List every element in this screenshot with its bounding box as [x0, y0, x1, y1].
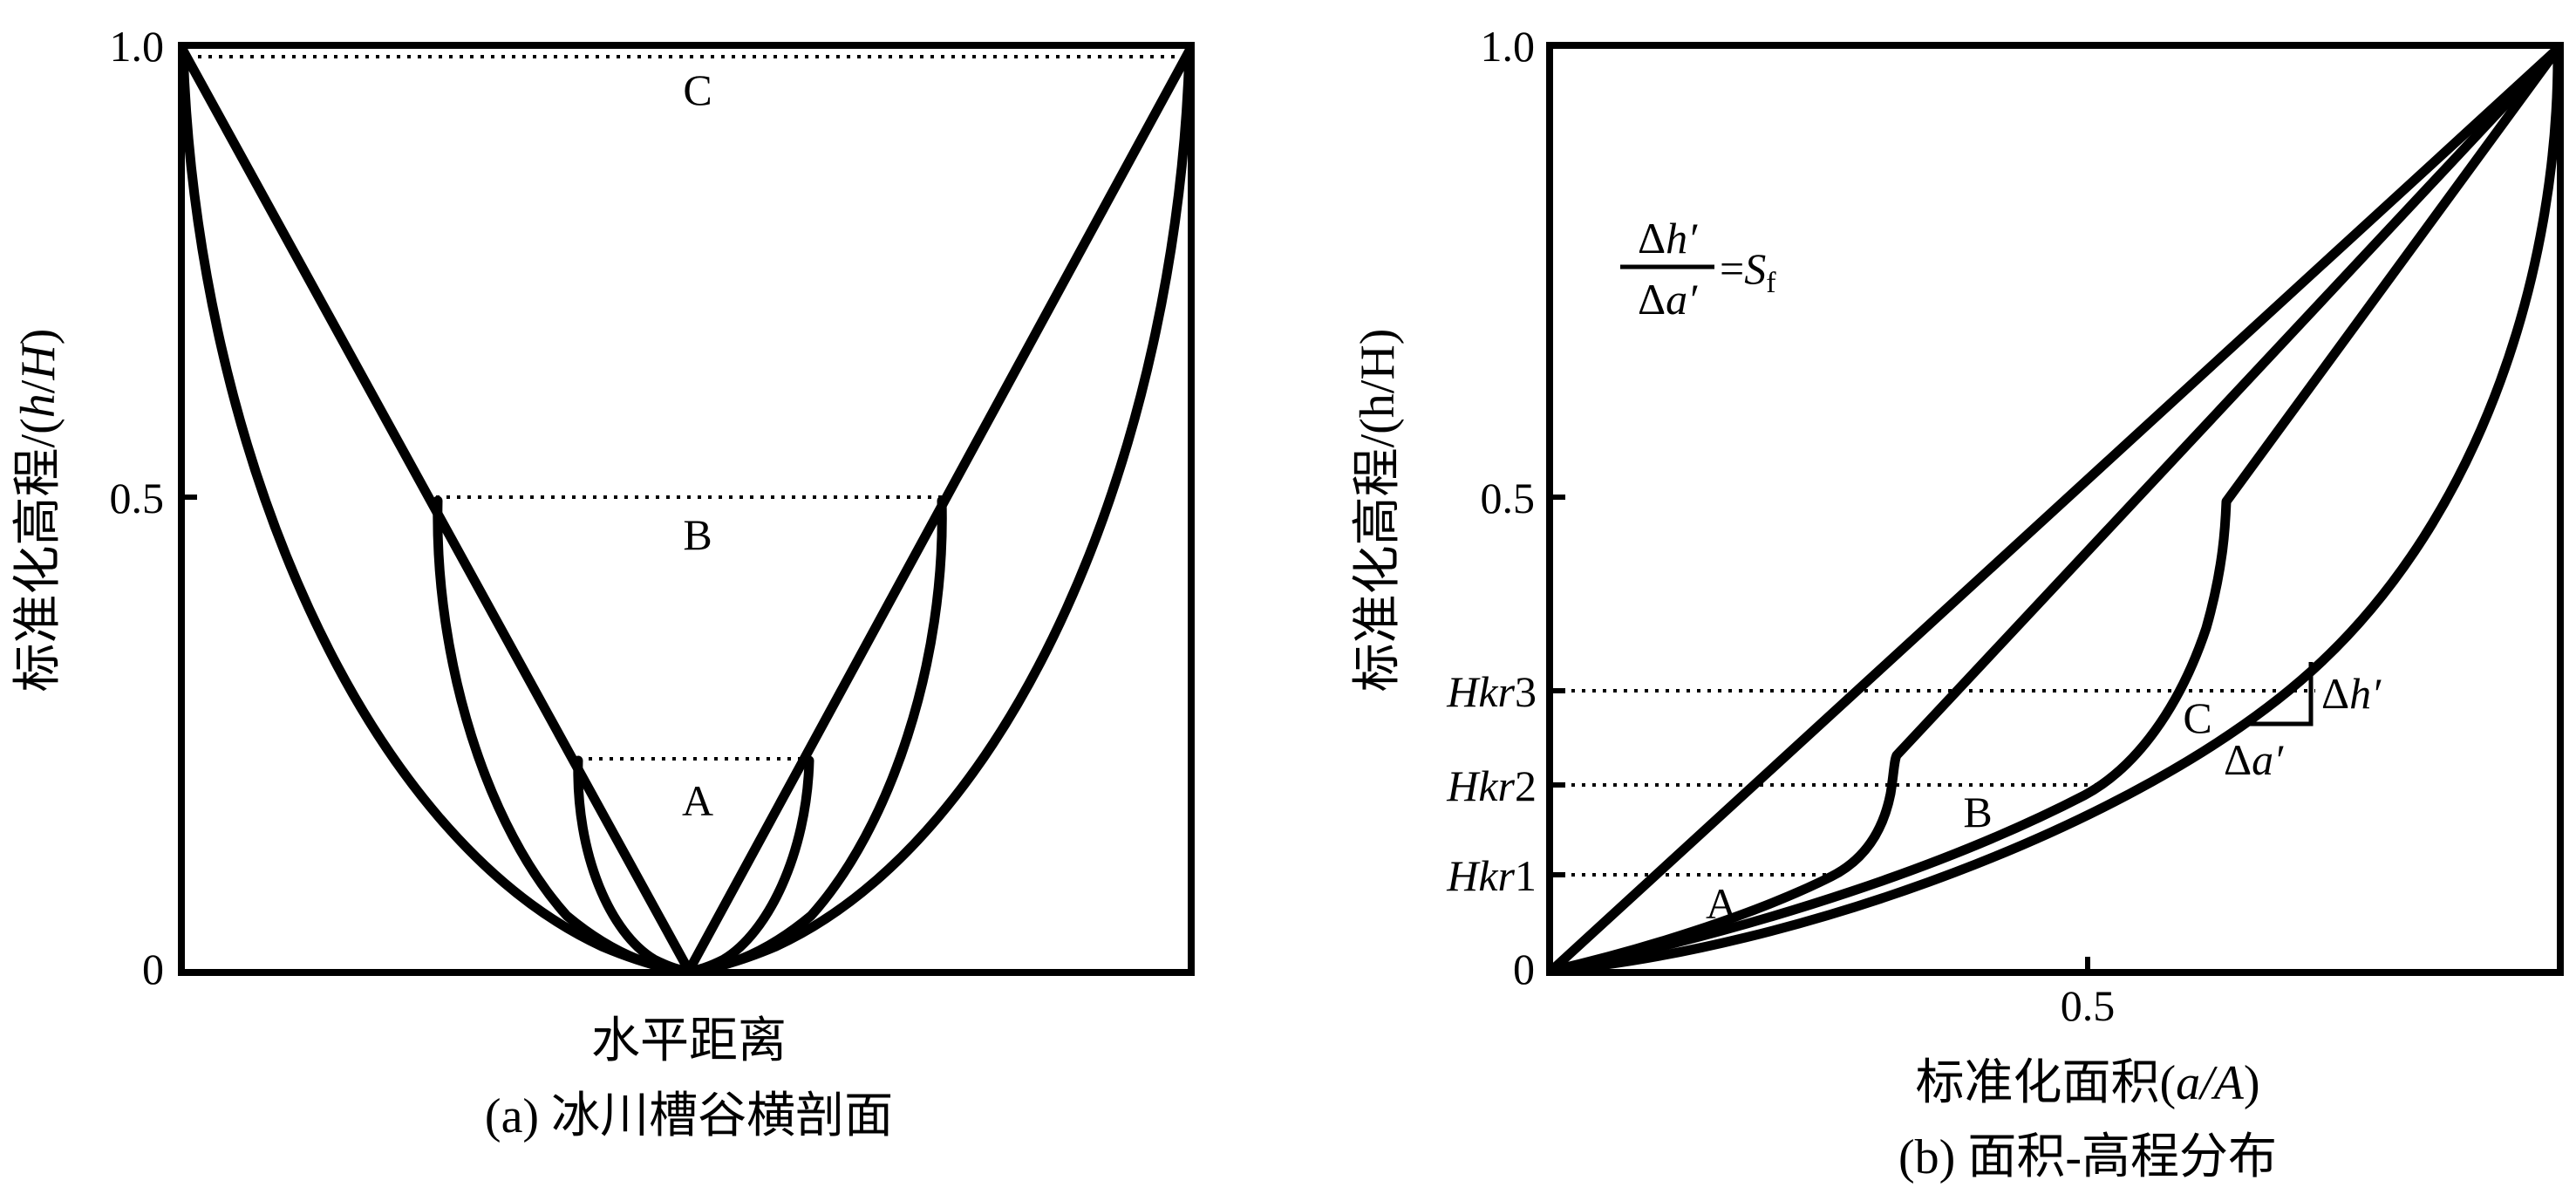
panel-b-label-a: A: [1706, 879, 1737, 928]
panel-b-xlabel: 标准化面积(a/A): [1915, 1056, 2259, 1110]
panel-b-ytick-0-5: 0.5: [1481, 474, 1536, 522]
panel-a-ytick-1: 1.0: [110, 22, 165, 71]
panel-a-frame: [178, 42, 1195, 976]
formula-denominator: Δa′: [1638, 275, 1698, 324]
panel-b-ylabel: 标准化高程/(h/H): [1351, 329, 1405, 693]
panel-b-caption: (b) 面积-高程分布: [1898, 1130, 2277, 1184]
panel-a-ytick-0: 0: [142, 945, 164, 993]
panel-b-curve-b: [1546, 44, 2563, 976]
panel-b-hkr2-label: Hkr2: [1446, 761, 1537, 810]
panel-a: 1.0 0.5 0 C B A 标准化高程/(h/H) 水平距离 (a) 冰川槽…: [11, 22, 1195, 1143]
panel-a-ytick-0-5: 0.5: [110, 474, 165, 522]
panel-b-xtick-0-5: 0.5: [2061, 981, 2116, 1030]
panel-b-label-c: C: [2183, 693, 2211, 742]
panel-b-frame: [1546, 42, 2564, 976]
panel-b-formula: Δh′ Δa′ =Sf: [1620, 214, 1776, 324]
panel-a-label-c: C: [683, 65, 712, 114]
panel-b-label-b: B: [1963, 788, 1992, 836]
panel-b-ytick-0: 0: [1513, 945, 1535, 993]
panel-a-label-b: B: [683, 510, 712, 559]
panel-b: 1.0 0.5 0 0.5 Hkr3 Hkr2 Hkr1 C B A: [1351, 22, 2564, 1184]
panel-b-delta-h-label: Δh′: [2321, 669, 2382, 718]
panel-a-xlabel: 水平距离: [591, 1014, 787, 1068]
panel-b-curve-c: [1546, 44, 2563, 976]
panel-b-ytick-1: 1.0: [1481, 22, 1536, 71]
panel-a-label-a: A: [682, 776, 713, 825]
panel-a-caption: (a) 冰川槽谷横剖面: [485, 1089, 893, 1143]
panel-b-hkr1-label: Hkr1: [1446, 851, 1537, 900]
panel-a-profile-b: [433, 495, 947, 976]
panel-b-delta-a-label: Δa′: [2224, 735, 2284, 784]
panel-b-hkr3-label: Hkr3: [1446, 667, 1537, 716]
formula-rhs: =Sf: [1720, 244, 1776, 299]
panel-b-slope-triangle: [2239, 662, 2314, 727]
panel-a-ylabel: 标准化高程/(h/H): [11, 329, 65, 693]
formula-numerator: Δh′: [1638, 214, 1698, 263]
panel-a-profile-a: [573, 755, 814, 976]
panel-b-diagonal: [1546, 44, 2563, 976]
